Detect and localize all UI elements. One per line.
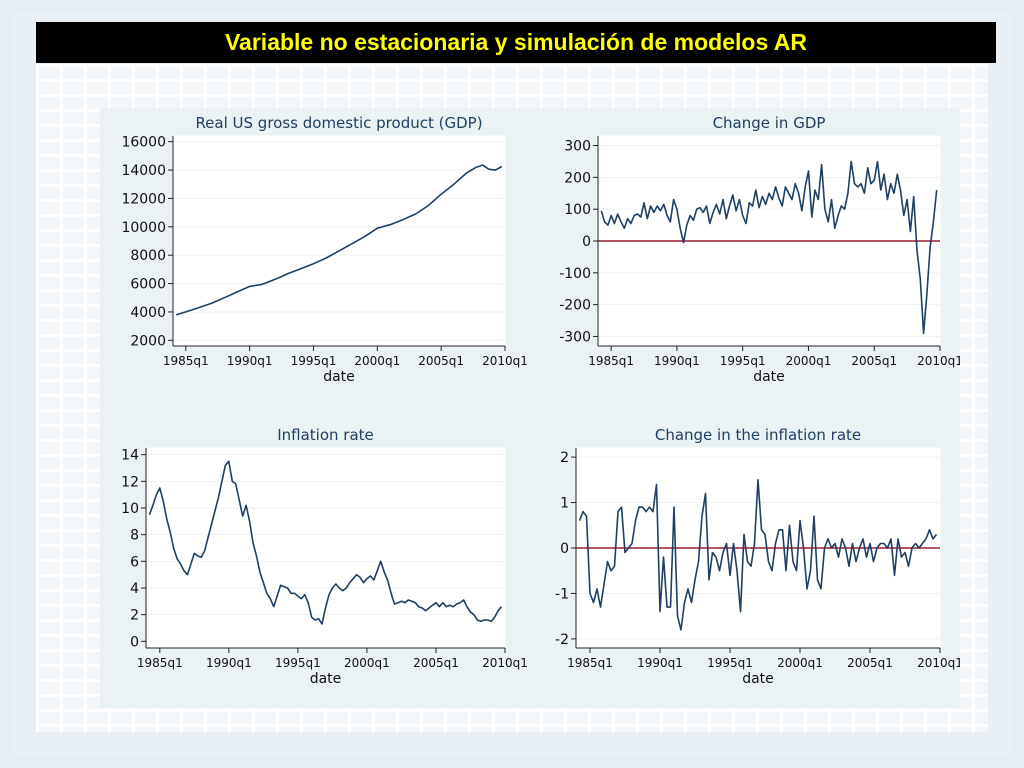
x-tick-label: 2010q1 (917, 656, 960, 670)
chart-title: Real US gross domestic product (GDP) (195, 114, 482, 132)
y-tick-label: -300 (559, 329, 591, 345)
chart-panel-2: -300 -200 -100 0 100 200 300 1985q1 1990q1 1995q1… (559, 114, 963, 385)
series-line-1 (600, 160, 938, 335)
slide-title: Variable no estacionaria y simulación de… (224, 29, 807, 55)
chart-figure: 2000 4000 6000 8000 10000 12000 14000 16000 1985… (100, 108, 963, 708)
x-tick-label: 2000q1 (354, 354, 400, 368)
x-axis-label: date (323, 369, 355, 385)
y-tick-label: -100 (559, 266, 591, 282)
series-line-1 (148, 460, 503, 625)
x-tick-label: 2005q1 (851, 354, 897, 368)
plot-area (172, 135, 506, 347)
y-tick-label: -2 (555, 632, 569, 648)
x-tick-label: 2005q1 (418, 354, 464, 368)
y-tick-label: 6 (130, 554, 139, 570)
x-tick-label: 1995q1 (707, 656, 753, 670)
y-tick-label: 0 (582, 234, 591, 250)
chart-panel-4: -2 -1 0 1 2 1985q1 1990q1 1995q1 2000q1 2005q1 201… (555, 426, 963, 687)
x-tick-label: 1985q1 (588, 354, 634, 368)
x-tick-label: 1990q1 (654, 354, 700, 368)
x-axis-label: date (753, 369, 785, 385)
x-tick-label: 2000q1 (777, 656, 823, 670)
series-line-1 (175, 164, 503, 316)
y-tick-label: 2 (130, 608, 139, 624)
chart-panel-1: 2000 4000 6000 8000 10000 12000 14000 16000 1985… (121, 114, 527, 385)
x-axis-label: date (310, 671, 342, 687)
title-bar: Variable no estacionaria y simulación de… (36, 22, 996, 63)
y-tick-label: 300 (564, 139, 591, 155)
y-tick-label: 1 (560, 496, 569, 512)
y-tick-label: 10000 (121, 220, 166, 236)
x-tick-label: 2010q1 (917, 354, 960, 368)
x-axis-label: date (742, 671, 774, 687)
y-tick-label: 6000 (130, 277, 166, 293)
x-tick-label: 2005q1 (847, 656, 893, 670)
x-tick-label: 2000q1 (786, 354, 832, 368)
chart-title: Change in the inflation rate (655, 426, 861, 444)
x-tick-label: 2010q1 (482, 354, 528, 368)
y-tick-label: 100 (564, 202, 591, 218)
x-tick-label: 2010q1 (482, 656, 528, 670)
x-tick-label: 1985q1 (137, 656, 183, 670)
y-tick-label: 4000 (130, 305, 166, 321)
y-tick-label: 10 (121, 501, 139, 517)
chart-title: Inflation rate (277, 426, 374, 444)
x-tick-label: 1990q1 (637, 656, 683, 670)
x-tick-label: 1990q1 (227, 354, 273, 368)
y-tick-label: 14000 (121, 163, 166, 179)
y-tick-label: 8000 (130, 248, 166, 264)
x-tick-label: 1995q1 (291, 354, 337, 368)
chart-title: Change in GDP (713, 114, 826, 132)
x-tick-label: 1985q1 (163, 354, 209, 368)
chart-figure-svg: 2000400060008000100001200014000160001985… (121, 114, 963, 687)
y-tick-label: 8 (130, 528, 139, 544)
y-tick-label: 12 (121, 474, 139, 490)
x-tick-label: 1990q1 (206, 656, 252, 670)
y-tick-label: 200 (564, 170, 591, 186)
y-tick-label: 0 (130, 634, 139, 650)
chart-panel-3: 0 2 4 6 8 10 12 14 1985q1 1990q1 1995q1 2000q1 2005q… (121, 426, 528, 687)
x-tick-label: 1995q1 (275, 656, 321, 670)
y-tick-label: 16000 (121, 135, 166, 151)
y-tick-label: -200 (559, 298, 591, 314)
x-tick-label: 2005q1 (413, 656, 459, 670)
series-line-1 (578, 478, 938, 631)
x-tick-label: 1985q1 (567, 656, 613, 670)
plot-area (145, 447, 506, 649)
y-tick-label: 14 (121, 448, 139, 464)
y-tick-label: 2000 (130, 333, 166, 349)
x-tick-label: 2000q1 (344, 656, 390, 670)
y-tick-label: 12000 (121, 191, 166, 207)
y-tick-label: 4 (130, 581, 139, 597)
y-tick-label: 2 (560, 450, 569, 466)
y-tick-label: -1 (555, 586, 569, 602)
x-tick-label: 1995q1 (720, 354, 766, 368)
y-tick-label: 0 (560, 541, 569, 557)
